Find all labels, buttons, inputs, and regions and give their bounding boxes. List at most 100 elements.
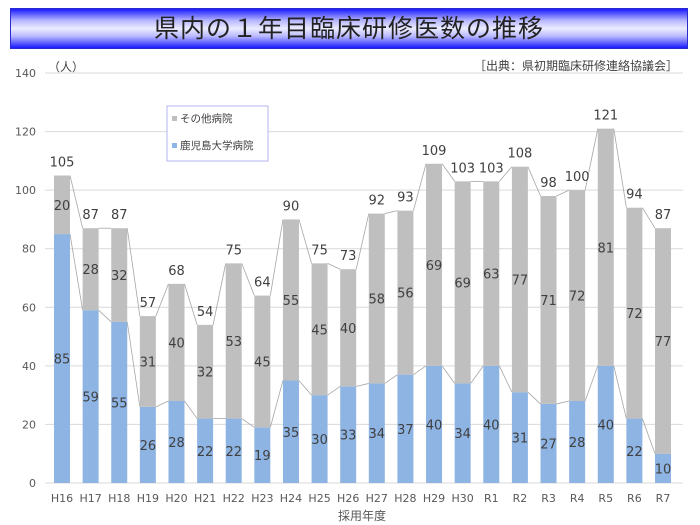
bar-daigaku-H17	[82, 310, 99, 483]
data-label-other: 81	[597, 241, 614, 256]
legend-box	[166, 105, 269, 162]
x-tick-label: H29	[423, 492, 445, 505]
series-line	[298, 219, 312, 264]
data-label-daigaku: 19	[254, 449, 271, 464]
bar-daigaku-R3	[540, 403, 557, 483]
data-label-other: 58	[369, 293, 386, 308]
bar-other-H18	[111, 228, 128, 322]
bar-daigaku-H28	[397, 374, 414, 483]
data-label-other: 72	[626, 307, 643, 322]
series-line	[212, 263, 227, 325]
series-line	[384, 210, 398, 214]
data-label-daigaku: 40	[597, 418, 614, 433]
series-line	[556, 400, 570, 405]
x-tick-label: R4	[570, 492, 585, 505]
series-line	[584, 365, 599, 402]
total-label: 93	[397, 191, 414, 206]
legend-label-daigaku: 鹿児島大学病院	[180, 139, 254, 152]
data-label-daigaku: 34	[369, 427, 386, 442]
data-label-other: 56	[397, 287, 414, 302]
x-tick-label: H21	[194, 492, 216, 505]
series-line	[498, 365, 513, 393]
y-tick-label: 0	[29, 477, 36, 490]
series-line	[98, 309, 112, 323]
series-line	[269, 219, 284, 296]
series-line	[642, 207, 656, 229]
bar-other-H28	[397, 210, 414, 375]
series-line	[356, 383, 369, 387]
total-label: 109	[422, 144, 447, 159]
data-label-other: 63	[483, 268, 500, 283]
data-label-other: 69	[454, 276, 471, 291]
total-label: 100	[565, 170, 590, 185]
data-label-other: 20	[54, 199, 71, 214]
x-tick-label: H20	[165, 492, 187, 505]
bar-daigaku-R5	[597, 365, 614, 483]
data-label-other: 40	[168, 336, 185, 351]
series-line	[441, 365, 455, 384]
x-tick-label: R3	[541, 492, 556, 505]
data-label-daigaku: 27	[540, 437, 557, 452]
series-line	[126, 321, 141, 407]
total-label: 90	[283, 199, 300, 214]
bar-other-R3	[540, 196, 557, 404]
bar-daigaku-H20	[168, 401, 185, 483]
y-tick-label: 100	[15, 184, 36, 197]
bar-other-H29	[426, 163, 443, 366]
bar-other-R2	[511, 166, 528, 393]
x-tick-label: H24	[280, 492, 302, 505]
series-line	[413, 365, 427, 375]
bar-daigaku-H22	[225, 418, 242, 483]
bar-daigaku-R7	[655, 453, 671, 483]
data-label-daigaku: 59	[82, 391, 99, 406]
series-line	[355, 213, 370, 270]
data-label-other: 69	[426, 259, 443, 274]
series-line	[155, 283, 169, 317]
series-line	[527, 166, 541, 197]
x-tick-label: R2	[513, 492, 528, 505]
total-label: 57	[140, 296, 157, 311]
bar-other-H21	[197, 324, 214, 419]
chart-title: 県内の１年目臨床研修医数の推移	[10, 8, 688, 49]
series-line	[69, 175, 84, 229]
data-label-daigaku: 33	[340, 429, 357, 444]
source-note: ［出典：県初期臨床研修連絡協議会］	[474, 58, 678, 73]
series-line	[441, 163, 455, 182]
total-label: 64	[254, 276, 271, 291]
data-label-other: 31	[140, 355, 157, 370]
series-line	[269, 380, 284, 428]
data-label-daigaku: 26	[140, 439, 157, 454]
x-tick-label: H22	[223, 492, 245, 505]
series-line	[126, 228, 141, 317]
data-label-daigaku: 34	[454, 427, 471, 442]
bar-daigaku-H23	[254, 427, 271, 483]
x-tick-label: H27	[366, 492, 388, 505]
x-tick-label: H28	[394, 492, 416, 505]
total-label: 108	[507, 147, 532, 162]
bar-other-H17	[82, 228, 99, 311]
series-line	[384, 374, 398, 384]
data-label-other: 77	[655, 335, 672, 350]
y-tick-label: 40	[22, 360, 36, 373]
x-tick-label: H17	[79, 492, 101, 505]
data-label-daigaku: 40	[426, 418, 443, 433]
bar-other-R5	[597, 128, 614, 366]
y-tick-label: 60	[22, 301, 36, 314]
bar-other-H30	[454, 181, 471, 384]
data-label-daigaku: 37	[397, 423, 414, 438]
data-label-other: 40	[340, 322, 357, 337]
series-line	[298, 380, 312, 396]
data-label-other: 28	[82, 263, 99, 278]
total-label: 75	[225, 243, 242, 258]
bar-daigaku-H16	[54, 234, 70, 483]
x-tick-label: H26	[337, 492, 359, 505]
data-label-daigaku: 30	[311, 433, 328, 448]
y-tick-label: 120	[15, 126, 36, 139]
series-line	[184, 400, 198, 419]
bar-daigaku-R2	[511, 392, 528, 483]
bar-other-H19	[139, 316, 156, 407]
total-label: 105	[50, 156, 75, 171]
data-label-other: 32	[197, 366, 214, 381]
total-label: 87	[655, 208, 672, 223]
